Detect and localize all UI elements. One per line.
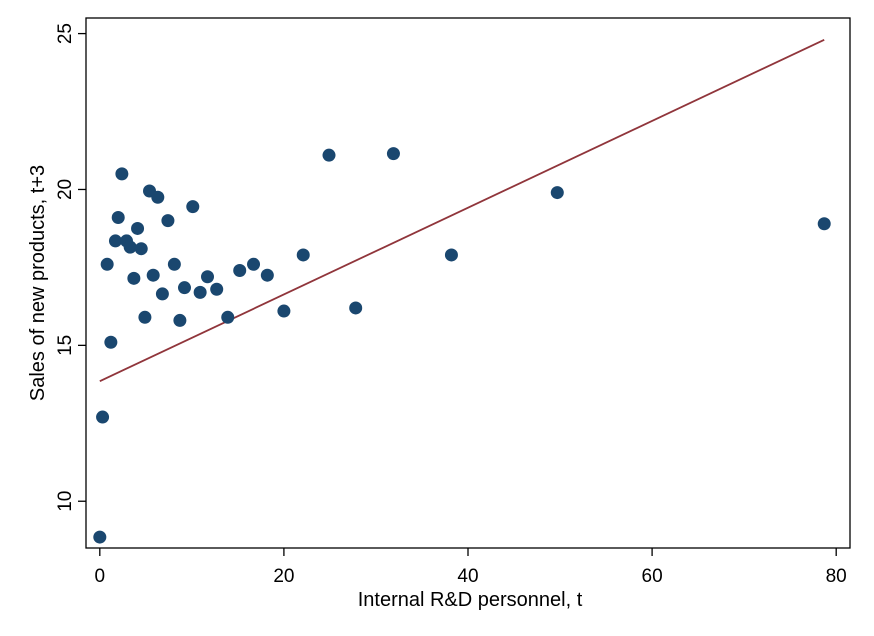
data-point xyxy=(201,270,215,284)
x-axis-title: Internal R&D personnel, t xyxy=(358,589,583,611)
data-point xyxy=(104,335,118,349)
x-tick-label: 0 xyxy=(95,566,106,587)
data-point xyxy=(247,257,261,271)
data-point xyxy=(221,310,235,324)
data-point xyxy=(260,268,274,282)
data-point xyxy=(550,186,564,200)
data-point xyxy=(186,200,200,214)
data-point xyxy=(131,221,145,235)
data-point xyxy=(151,190,165,204)
data-point xyxy=(108,234,122,248)
data-point xyxy=(96,410,110,424)
data-point xyxy=(161,214,175,228)
x-tick-label: 80 xyxy=(826,566,847,587)
x-tick-label: 60 xyxy=(642,566,663,587)
data-point xyxy=(210,282,224,296)
data-point xyxy=(123,240,137,254)
data-point xyxy=(296,248,310,262)
data-point xyxy=(349,301,363,315)
data-point xyxy=(115,167,129,181)
data-point xyxy=(177,281,191,295)
data-point xyxy=(444,248,458,262)
points-layer xyxy=(93,147,831,544)
fit-line-layer xyxy=(99,39,825,383)
y-tick-label: 15 xyxy=(55,335,76,356)
y-axis: 10 15 20 25 xyxy=(55,23,86,512)
x-axis: 0 20 40 60 80 xyxy=(95,548,847,587)
data-point xyxy=(193,285,207,299)
data-point xyxy=(277,304,291,318)
x-tick-label: 40 xyxy=(457,566,478,587)
data-point xyxy=(100,257,114,271)
y-tick-label: 10 xyxy=(55,491,76,512)
data-point xyxy=(155,287,169,301)
x-tick-label: 20 xyxy=(273,566,294,587)
data-point xyxy=(138,310,152,324)
data-point xyxy=(146,268,160,282)
data-point xyxy=(173,313,187,327)
data-point xyxy=(127,271,141,285)
data-point xyxy=(111,211,125,225)
data-point xyxy=(386,147,400,161)
data-point xyxy=(167,257,181,271)
data-point xyxy=(322,148,336,162)
data-point xyxy=(817,217,831,231)
y-tick-label: 25 xyxy=(55,23,76,44)
fitted-line xyxy=(99,39,825,383)
data-point xyxy=(233,264,247,278)
plot-frame xyxy=(85,17,851,549)
y-tick-label: 20 xyxy=(55,179,76,200)
data-point xyxy=(93,530,107,544)
data-point xyxy=(134,242,148,256)
y-axis-title: Sales of new products, t+3 xyxy=(27,165,49,401)
